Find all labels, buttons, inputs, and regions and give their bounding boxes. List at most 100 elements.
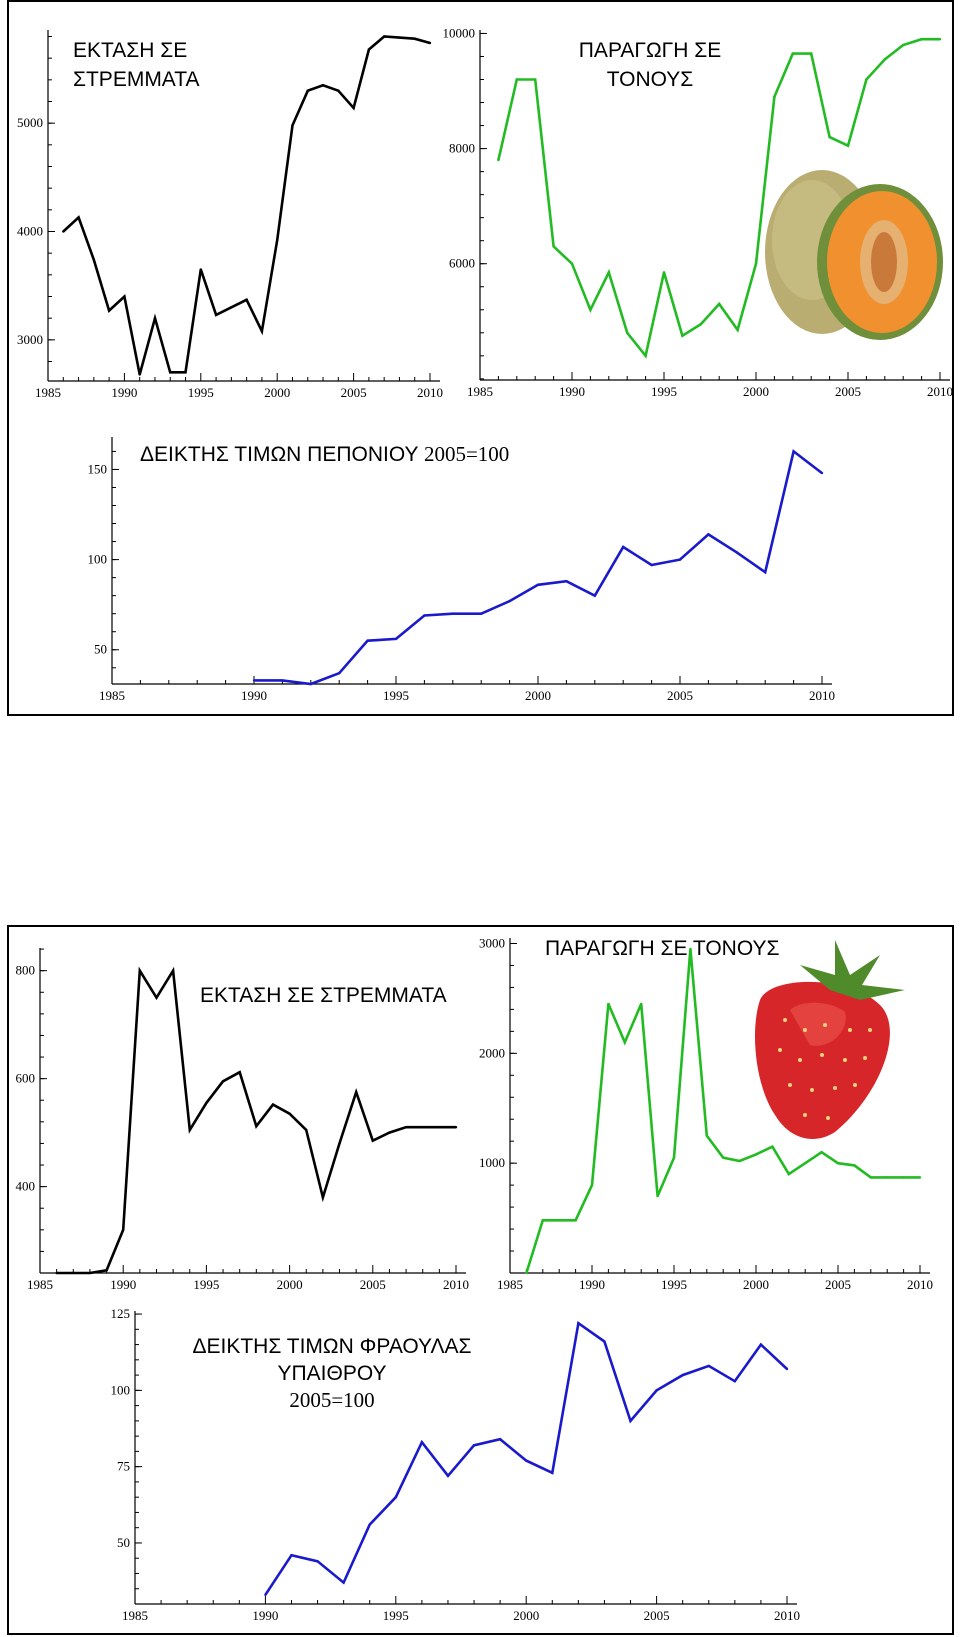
data-point [413, 37, 416, 40]
data-point [515, 78, 518, 81]
x-tick-label: 2005 [825, 1277, 851, 1292]
data-point [902, 43, 905, 47]
data-point [337, 89, 340, 92]
y-tick-label: 100 [88, 552, 108, 567]
data-point [672, 1156, 676, 1159]
data-point [171, 969, 175, 972]
x-tick-label: 2010 [907, 1277, 933, 1292]
data-point [281, 679, 284, 682]
strawberry-body [755, 981, 890, 1139]
x-tick-label: 2005 [360, 1277, 386, 1292]
data-point [214, 313, 218, 317]
x-tick-label: 1985 [35, 385, 61, 400]
chart-title-line: 2005=100 [289, 1388, 374, 1412]
chart-title-part: 2005=100 [424, 442, 509, 466]
chart-title-line: ΔΕΙΚΤΗΣ ΤΙΜΩΝ ΦΡΑΟΥΛΑΣ [192, 1335, 471, 1358]
data-point [644, 354, 647, 358]
data-point [791, 52, 794, 55]
data-point [574, 1219, 577, 1222]
data-point [88, 1271, 92, 1275]
data-point [689, 947, 692, 951]
data-point [368, 1523, 371, 1526]
data-point [338, 1142, 341, 1145]
data-point [656, 1194, 659, 1198]
data-point [221, 1080, 225, 1083]
data-point [421, 1126, 424, 1129]
x-tick-label: 2010 [417, 385, 443, 400]
x-tick-label: 1985 [99, 688, 125, 703]
data-point [678, 558, 682, 561]
data-point [707, 533, 710, 536]
data-point [828, 135, 831, 139]
data-point [699, 322, 702, 326]
data-point [681, 334, 684, 337]
data-point [754, 1153, 758, 1156]
data-point [394, 1495, 397, 1499]
data-point [438, 1126, 441, 1129]
data-point [77, 216, 80, 219]
data-point [792, 450, 795, 453]
data-point [62, 230, 65, 233]
data-point [480, 612, 483, 615]
data-point [309, 682, 312, 686]
data-point [593, 594, 596, 597]
chart-title-line: ΠΑΡΑΓΩΓΗ ΣΕ [579, 39, 721, 62]
data-point [199, 268, 202, 271]
strawberry-production-chart: 1985 1990 1995 2000 2005 2010 1000 2000 3000 ΠΑΡΑ… [479, 935, 933, 1292]
y-tick-label: 100 [111, 1382, 131, 1397]
data-point [551, 1471, 554, 1474]
data-point [902, 1176, 905, 1179]
strawberry-area-series-line [56, 966, 456, 1275]
data-point [404, 1126, 408, 1129]
chart-title-part: ΔΕΙΚΤΗΣ ΤΙΜΩΝ ΠΕΠΟΝΙΟΥ [140, 443, 424, 466]
data-point [388, 1131, 391, 1134]
data-point [321, 1196, 325, 1199]
data-point [865, 78, 868, 81]
melon-image [765, 170, 943, 340]
x-tick-label: 2000 [525, 688, 551, 703]
x-tick-label: 1995 [661, 1277, 687, 1292]
data-point [508, 599, 511, 603]
strawberry-seeds [778, 1018, 872, 1120]
data-point [255, 1124, 258, 1128]
x-tick-label: 2005 [667, 688, 693, 703]
data-point [525, 1271, 528, 1275]
x-tick-label: 2005 [835, 384, 861, 399]
data-point [541, 1219, 544, 1222]
data-point [342, 1581, 345, 1584]
data-point [107, 309, 111, 312]
data-point [338, 671, 341, 675]
data-point [735, 551, 738, 554]
strawberry-image [755, 940, 905, 1139]
data-point [853, 1164, 856, 1167]
data-point [622, 545, 625, 549]
data-point [420, 1441, 424, 1444]
y-tick-label: 10000 [443, 25, 476, 40]
data-point [785, 1367, 789, 1371]
data-point [718, 302, 721, 306]
x-tick-label: 1995 [188, 385, 214, 400]
data-point [428, 41, 432, 45]
data-point [938, 38, 942, 41]
x-tick-label: 2000 [277, 1277, 303, 1292]
strawberry-highlight [790, 1002, 846, 1046]
data-point [205, 1101, 208, 1105]
strawberry-price-index-chart: 1985 1990 1995 2000 2005 2010 50 75 100 125 ΔΕΙΚΤΗ… [111, 1306, 801, 1623]
data-point [626, 331, 629, 334]
data-point [681, 1373, 684, 1377]
data-point [169, 371, 172, 374]
strawberry-area-chart: 1985 1990 1995 2000 2005 2010 400 600 800 ΕΚΤΑΣΗ … [16, 948, 469, 1292]
data-point [498, 1437, 502, 1441]
x-tick-label: 1995 [193, 1277, 219, 1292]
data-point [655, 1389, 658, 1392]
data-point [497, 158, 500, 162]
x-tick-label: 1990 [241, 688, 267, 703]
data-point [590, 1183, 594, 1187]
data-point [290, 1553, 293, 1557]
data-point [155, 996, 158, 999]
data-point [398, 36, 401, 39]
data-point [366, 639, 369, 642]
y-tick-label: 6000 [449, 256, 475, 271]
data-point [662, 271, 666, 274]
data-point [733, 1379, 737, 1383]
